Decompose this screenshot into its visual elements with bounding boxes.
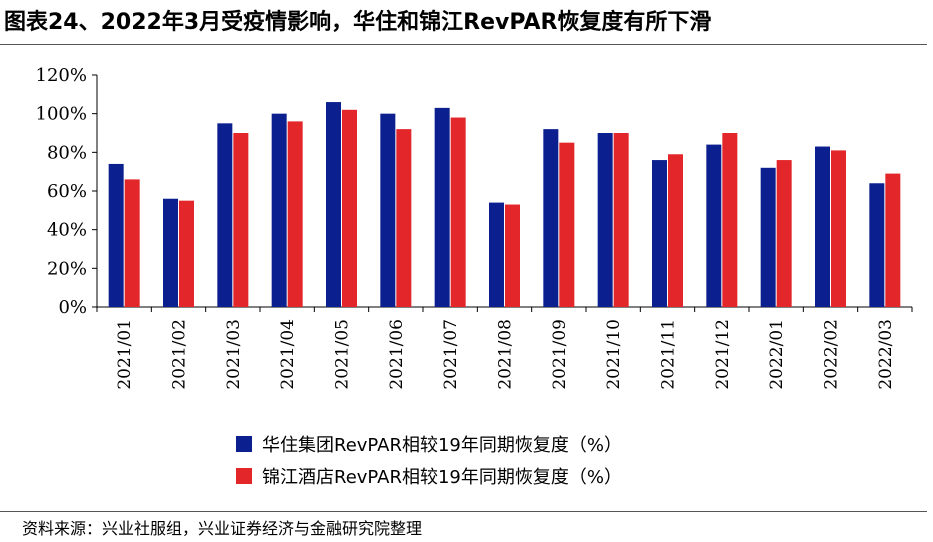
- bar-jinjiang: [179, 200, 194, 307]
- bar-jinjiang: [287, 121, 303, 308]
- y-tick-label: 20%: [47, 258, 87, 279]
- bar-jinjiang: [613, 133, 629, 307]
- bar-huazhu: [543, 129, 559, 307]
- bar-huazhu: [760, 167, 776, 307]
- bar-huazhu: [380, 113, 396, 307]
- bar-jinjiang: [722, 133, 738, 307]
- bar-huazhu: [271, 113, 287, 307]
- legend-swatch-jinjiang: [236, 468, 252, 484]
- source-note: 资料来源：兴业社服组，兴业证券经济与金融研究院整理: [22, 519, 423, 538]
- y-tick-label: 80%: [47, 142, 87, 163]
- bar-huazhu: [326, 102, 341, 307]
- x-tick-label: 2022/02: [822, 319, 842, 390]
- y-tick-label: 60%: [47, 181, 87, 202]
- bar-jinjiang: [505, 204, 520, 307]
- legend-item-huazhu: 华住集团RevPAR相较19年同期恢复度（%）: [236, 428, 622, 460]
- x-tick-label: 2021/11: [659, 319, 679, 390]
- y-tick-label: 0%: [58, 297, 87, 318]
- legend-item-jinjiang: 锦江酒店RevPAR相较19年同期恢复度（%）: [236, 460, 622, 492]
- legend: 华住集团RevPAR相较19年同期恢复度（%） 锦江酒店RevPAR相较19年同…: [236, 428, 622, 492]
- chart-title: 图表24、2022年3月受疫情影响，华住和锦江RevPAR恢复度有所下滑: [4, 10, 712, 35]
- x-tick-label: 2021/04: [278, 319, 298, 390]
- x-tick-label: 2021/06: [387, 319, 407, 390]
- x-tick-label: 2021/05: [333, 319, 353, 390]
- y-tick-label: 120%: [36, 65, 87, 86]
- x-tick-label: 2021/10: [604, 319, 624, 390]
- legend-label-jinjiang: 锦江酒店RevPAR相较19年同期恢复度（%）: [262, 467, 622, 488]
- bar-huazhu: [434, 107, 450, 307]
- bottom-divider: [0, 511, 927, 512]
- bar-jinjiang: [831, 150, 846, 307]
- bar-jinjiang: [124, 179, 140, 307]
- legend-label-huazhu: 华住集团RevPAR相较19年同期恢复度（%）: [262, 435, 622, 456]
- bar-jinjiang: [342, 109, 357, 307]
- bar-huazhu: [163, 198, 178, 307]
- bar-huazhu: [652, 160, 667, 307]
- bar-jinjiang: [885, 173, 901, 307]
- x-tick-label: 2021/03: [224, 319, 244, 390]
- x-tick-label: 2021/09: [550, 319, 570, 390]
- bar-huazhu: [869, 183, 885, 307]
- y-tick-label: 100%: [36, 104, 87, 125]
- bar-jinjiang: [559, 142, 575, 307]
- bar-huazhu: [217, 123, 233, 307]
- top-divider: [0, 44, 927, 45]
- x-tick-label: 2021/08: [496, 319, 516, 390]
- bar-jinjiang: [776, 160, 792, 307]
- bar-chart: 0% 20% 40% 60% 80% 100% 120% 2021/01 2021/02 2021…: [36, 65, 913, 390]
- bar-huazhu: [489, 202, 504, 307]
- x-tick-label: 2021/07: [441, 319, 461, 390]
- bar-huazhu: [597, 133, 613, 307]
- x-tick-label: 2022/01: [767, 319, 787, 390]
- bar-huazhu: [815, 146, 830, 307]
- x-tick-label: 2021/02: [170, 319, 190, 390]
- legend-swatch-huazhu: [236, 436, 252, 452]
- bar-huazhu: [706, 144, 722, 307]
- x-tick-label: 2022/03: [876, 319, 896, 390]
- x-tick-label: 2021/12: [713, 319, 733, 390]
- bar-jinjiang: [668, 154, 683, 307]
- bar-jinjiang: [233, 133, 249, 307]
- bar-jinjiang: [450, 117, 466, 308]
- bar-jinjiang: [396, 129, 412, 307]
- y-tick-label: 40%: [47, 220, 87, 241]
- bar-huazhu: [108, 163, 124, 307]
- x-tick-label: 2021/01: [115, 319, 135, 390]
